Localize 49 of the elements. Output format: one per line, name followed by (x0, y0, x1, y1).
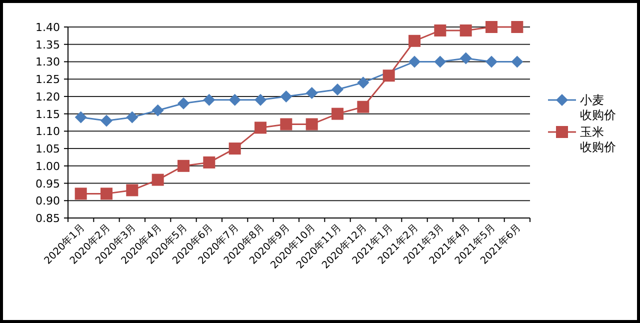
y-tick-label: 1.20 (36, 90, 60, 104)
y-tick-label: 1.05 (36, 142, 60, 156)
point (228, 142, 241, 155)
point (152, 104, 164, 116)
point (382, 70, 395, 82)
point (511, 56, 524, 68)
y-tick-label: 1.25 (36, 73, 60, 86)
point (280, 90, 292, 102)
point (357, 76, 370, 89)
y-tick-label: 0.85 (36, 212, 60, 225)
point (511, 21, 524, 33)
point (486, 56, 498, 68)
point (228, 94, 241, 106)
y-tick-label: 1.15 (36, 108, 60, 121)
point (434, 24, 446, 36)
legend-label: 玉米收购价 (580, 125, 616, 154)
point (74, 188, 87, 200)
y-tick-label: 1.35 (36, 38, 60, 52)
point (408, 34, 420, 47)
point (178, 160, 190, 172)
point (357, 100, 370, 113)
point (306, 118, 318, 130)
point (408, 56, 420, 68)
point (280, 118, 292, 130)
point (486, 21, 498, 33)
y-tick-label: 1.10 (36, 125, 60, 138)
y-tick-label: 1.00 (36, 160, 60, 173)
y-tick-label: 0.90 (36, 194, 60, 208)
point (100, 188, 112, 200)
point (203, 156, 216, 168)
point (332, 84, 344, 96)
y-tick-label: 1.30 (36, 56, 60, 69)
point (332, 108, 344, 120)
y-tick-label: 1.40 (36, 21, 60, 34)
point (306, 86, 318, 99)
point (460, 52, 472, 64)
point (434, 56, 446, 68)
point (178, 97, 190, 110)
point (203, 94, 216, 106)
point (100, 114, 112, 127)
point (254, 122, 266, 134)
legend-label: 小麦收购价 (580, 93, 616, 122)
point (460, 24, 472, 36)
y-tick-label: 0.95 (36, 177, 60, 190)
point (74, 111, 87, 124)
point (126, 184, 138, 196)
point (126, 111, 138, 124)
point (254, 94, 266, 106)
point (152, 174, 164, 186)
